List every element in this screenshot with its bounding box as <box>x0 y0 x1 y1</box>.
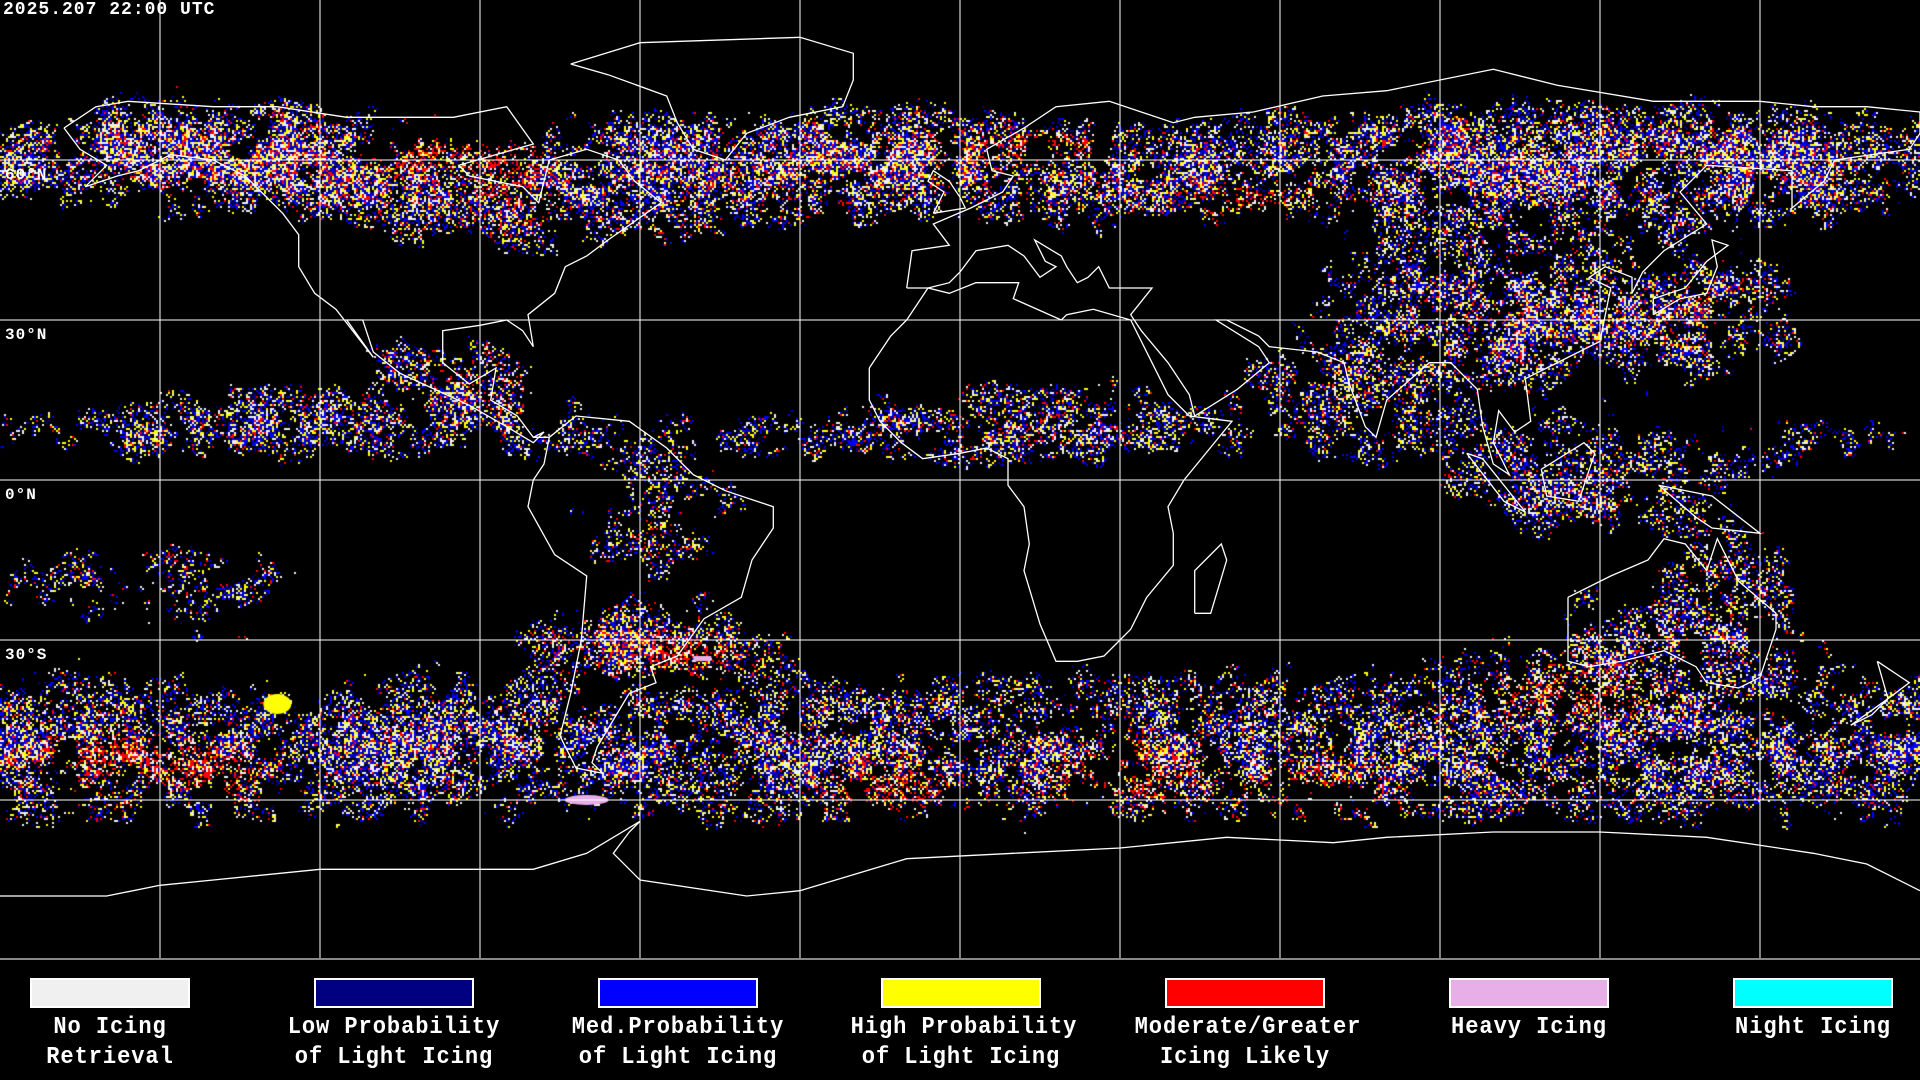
coastline-south-america <box>527 415 774 775</box>
legend-item-moderate-greater: Moderate/Greater Icing Likely <box>1125 977 1365 1073</box>
legend-item-low-probability: Low Probability of Light Icing <box>274 977 514 1073</box>
legend-label: Low Probability of Light Icing <box>287 1014 501 1071</box>
coastline-new-guinea <box>1658 484 1763 535</box>
coastline-sumatra <box>1466 452 1526 513</box>
legend-label: Heavy Icing <box>1451 1014 1607 1041</box>
coastline-greenland <box>570 36 854 161</box>
coastline-great-britain <box>927 169 967 214</box>
legend-label: Med.Probability of Light Icing <box>571 1014 785 1071</box>
legend-swatch <box>597 977 759 1009</box>
coastline-new-zealand <box>1850 660 1911 726</box>
lat-label-30s: 30°S <box>5 646 48 664</box>
coastline-borneo <box>1540 441 1596 503</box>
lat-label-30n: 30°N <box>5 326 48 344</box>
legend-label: Night Icing <box>1735 1014 1891 1041</box>
coastline-antarctica <box>0 820 1920 897</box>
legend-label: High Probability of Light Icing <box>850 1014 1078 1071</box>
coastline-north-america <box>63 100 663 444</box>
legend-item-night-icing: Night Icing <box>1693 977 1920 1043</box>
legend-swatch <box>313 977 475 1009</box>
legend-swatch <box>880 977 1042 1009</box>
legend-swatch <box>1732 977 1894 1009</box>
legend-label: Moderate/Greater Icing Likely <box>1134 1014 1362 1071</box>
coastline-africa <box>868 282 1234 662</box>
timestamp-title: 2025.207 22:00 UTC <box>3 0 216 20</box>
coastline-eurasia <box>906 68 1920 477</box>
legend-item-heavy-icing: Heavy Icing <box>1409 977 1649 1043</box>
coastline-grid-overlay <box>0 0 1920 958</box>
coastline-madagascar <box>1194 542 1228 614</box>
legend-label: No Icing Retrieval <box>46 1014 174 1071</box>
legend-swatch <box>1164 977 1326 1009</box>
lat-label-60n: 60°N <box>5 166 48 184</box>
legend-item-no-icing: No Icing Retrieval <box>0 977 230 1073</box>
icing-map: 2025.207 22:00 UTC 60°N 30°N 0°N 30°S <box>0 0 1920 960</box>
coastline-japan <box>1652 239 1730 316</box>
legend-swatch <box>1448 977 1610 1009</box>
legend-swatch <box>29 977 191 1009</box>
coastline-australia <box>1567 537 1777 689</box>
lat-label-0n: 0°N <box>5 486 37 504</box>
legend-item-high-probability: High Probability of Light Icing <box>841 977 1081 1073</box>
legend-item-med-probability: Med.Probability of Light Icing <box>558 977 798 1073</box>
